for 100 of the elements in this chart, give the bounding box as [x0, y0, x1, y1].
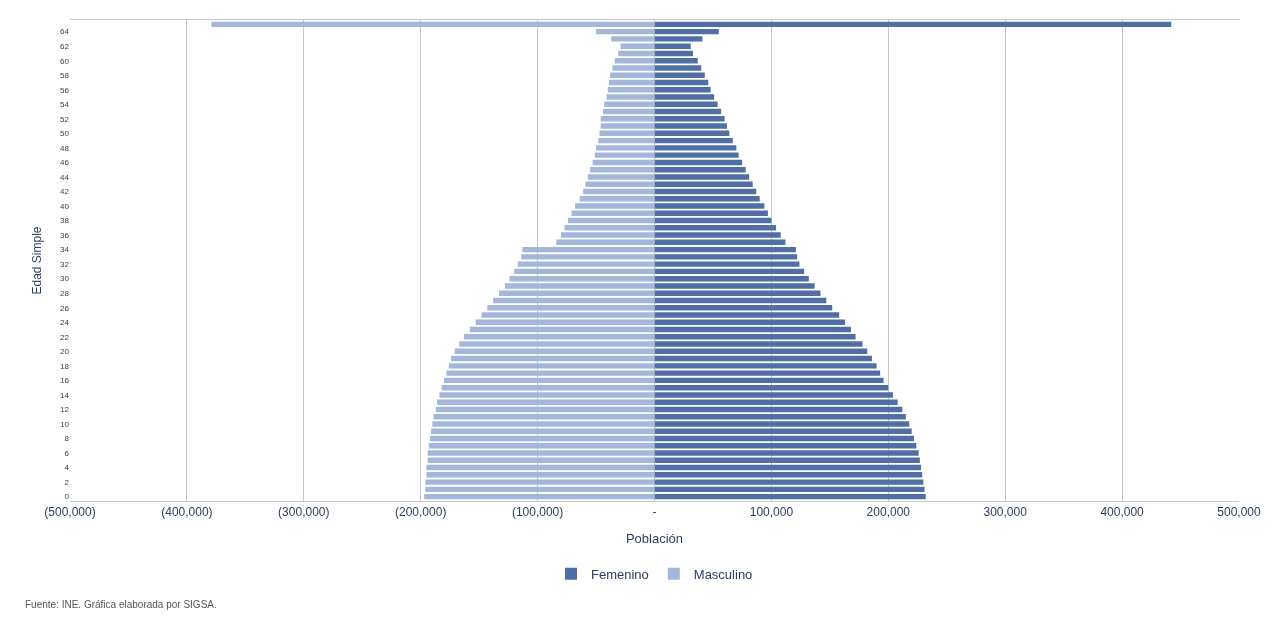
bar	[618, 50, 655, 57]
bar	[610, 72, 655, 78]
bar	[654, 486, 925, 493]
bar	[435, 406, 655, 413]
x-tick-label: 500,000	[1217, 505, 1262, 520]
y-tick-label: 8	[64, 434, 70, 444]
x-tick-label: 400,000	[1100, 505, 1145, 520]
bar	[607, 87, 655, 93]
x-tick-label: (300,000)	[278, 505, 330, 520]
y-tick-label: 46	[60, 158, 70, 168]
bar	[654, 65, 702, 71]
bar	[432, 421, 655, 427]
y-tick-label: 6	[64, 448, 70, 458]
bar	[654, 21, 1172, 28]
bar	[583, 188, 655, 195]
bar	[654, 305, 833, 311]
bar	[604, 101, 655, 108]
bar	[654, 79, 709, 86]
y-tick-label: 54	[60, 100, 70, 110]
bar	[514, 268, 655, 275]
bar	[654, 101, 718, 108]
bar	[211, 21, 655, 28]
y-tick-label: 30	[60, 274, 70, 284]
bar	[427, 457, 655, 464]
y-tick-label: 44	[60, 172, 70, 182]
bar	[654, 435, 915, 442]
bar	[654, 246, 796, 253]
bar	[441, 384, 655, 391]
bar	[654, 94, 715, 100]
bar	[431, 428, 655, 434]
bar	[654, 464, 922, 471]
bar	[654, 159, 743, 166]
bar	[654, 210, 768, 216]
y-tick-label: 10	[60, 419, 70, 429]
y-tick-label: 22	[60, 332, 70, 342]
y-tick-label: 42	[60, 187, 70, 197]
bar	[614, 57, 655, 64]
y-tick-label: 2	[64, 477, 70, 487]
bar	[599, 130, 655, 137]
legend-label: Masculino	[693, 566, 753, 582]
x-tick-label: (200,000)	[395, 505, 447, 520]
x-tick-label: 100,000	[749, 505, 794, 520]
bar	[487, 305, 655, 311]
bar	[509, 275, 655, 282]
source-note: Fuente: INE. Gráfica elaborada por SIGSA.	[25, 599, 217, 610]
y-tick-label: 14	[60, 390, 70, 400]
y-tick-label: 64	[60, 27, 70, 37]
bar	[654, 108, 722, 115]
bar	[654, 297, 827, 304]
bar	[654, 188, 757, 195]
bar	[654, 275, 809, 282]
bar	[654, 268, 805, 275]
bar	[596, 28, 655, 35]
y-tick-label: 28	[60, 289, 70, 298]
bar	[608, 79, 655, 86]
y-tick-label: 52	[60, 114, 70, 124]
bar	[654, 137, 733, 144]
bar	[654, 377, 884, 384]
bar	[571, 210, 655, 216]
x-tick-label: -	[652, 505, 657, 520]
bar	[654, 413, 906, 420]
bar	[654, 217, 772, 224]
bar	[654, 312, 840, 318]
bar	[579, 196, 655, 202]
bar	[522, 246, 655, 253]
x-tick-label: 200,000	[866, 505, 911, 520]
y-tick-label: 62	[60, 41, 70, 51]
bar	[598, 137, 655, 144]
bar	[425, 486, 655, 493]
bar	[654, 196, 760, 202]
bar	[592, 159, 655, 166]
legend-label: Femenino	[591, 566, 649, 582]
y-tick-label: 32	[60, 259, 70, 269]
y-tick-label: 40	[60, 201, 70, 211]
bar	[612, 65, 655, 71]
bar	[444, 377, 655, 384]
y-tick-label: 58	[60, 71, 70, 81]
x-tick-label: (400,000)	[161, 505, 213, 520]
bar	[654, 355, 872, 362]
y-tick-label: 38	[60, 216, 70, 226]
y-tick-label: 0	[64, 492, 70, 502]
y-tick-label: 24	[60, 318, 70, 328]
bar	[654, 239, 786, 246]
y-tick-label: 60	[60, 56, 70, 66]
y-tick-label: 48	[60, 143, 70, 153]
bar	[654, 428, 912, 434]
bar	[590, 166, 655, 173]
x-tick-label: 300,000	[983, 505, 1028, 520]
bar	[654, 166, 746, 173]
bar	[424, 493, 655, 500]
bar	[469, 326, 655, 333]
y-tick-label: 16	[60, 376, 70, 386]
bar	[654, 28, 719, 35]
bar	[654, 384, 889, 391]
y-tick-label: 26	[60, 303, 70, 313]
bar	[430, 435, 655, 442]
x-tick-label: (500,000)	[44, 505, 96, 520]
bar	[654, 421, 910, 427]
bar	[654, 457, 920, 464]
bar	[556, 239, 655, 246]
